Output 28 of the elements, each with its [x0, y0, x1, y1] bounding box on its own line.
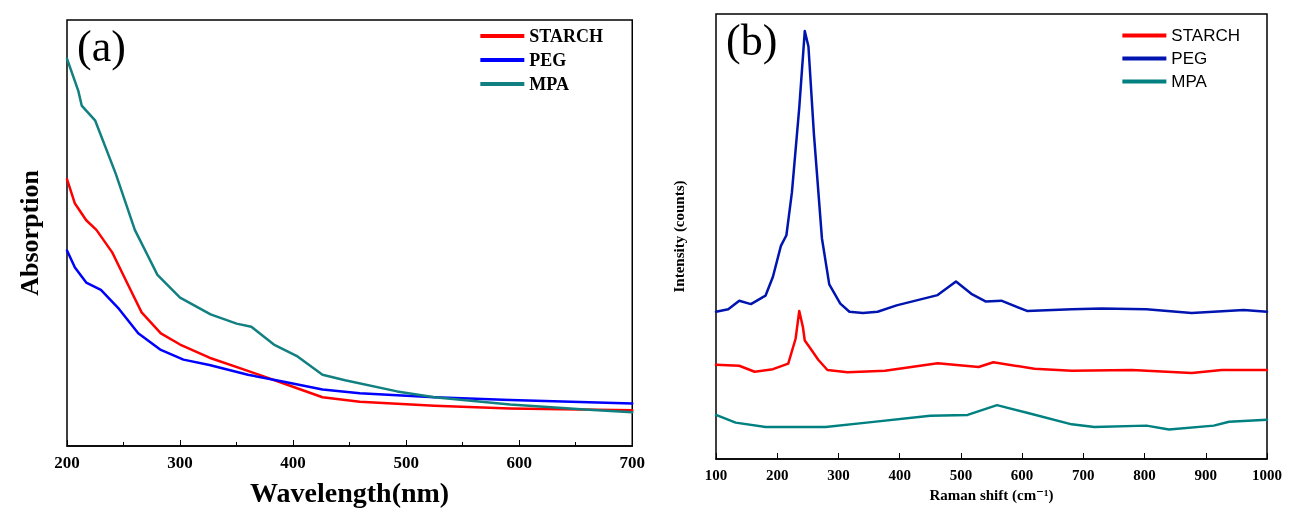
legend-label: MPA	[529, 74, 569, 94]
x-tick-label: 700	[619, 453, 645, 472]
x-tick-label: 300	[827, 466, 850, 483]
x-tick-label: 400	[888, 466, 911, 483]
x-tick-label: 100	[704, 466, 728, 483]
x-tick-label: 900	[1194, 466, 1218, 483]
x-axis-title: Raman shift (cm⁻¹)	[929, 486, 1054, 504]
x-tick-label: 600	[1010, 466, 1034, 483]
x-tick-label: 300	[167, 453, 193, 472]
x-tick-label: 400	[280, 453, 306, 472]
y-axis-title: Absorption	[14, 169, 44, 296]
x-tick-label: 1000	[1252, 466, 1282, 483]
legend-label: PEG	[529, 50, 567, 70]
legend-label: PEG	[1171, 49, 1208, 68]
legend-label: MPA	[1171, 72, 1208, 91]
annotation: (b)	[726, 15, 778, 65]
x-tick-label: 500	[393, 453, 419, 472]
x-tick-label: 200	[54, 453, 80, 472]
x-tick-label: 700	[1072, 466, 1095, 483]
x-tick-label: 500	[949, 466, 973, 483]
x-tick-label: 200	[765, 466, 789, 483]
x-tick-label: 600	[506, 453, 532, 472]
x-tick-label: 800	[1133, 466, 1156, 483]
x-axis-title: Wavelength(nm)	[250, 476, 450, 508]
y-axis-title: Intensity (counts)	[670, 180, 688, 293]
legend-label: STARCH	[529, 26, 604, 46]
legend-label: STARCH	[1171, 26, 1241, 45]
annotation: (a)	[77, 21, 126, 71]
